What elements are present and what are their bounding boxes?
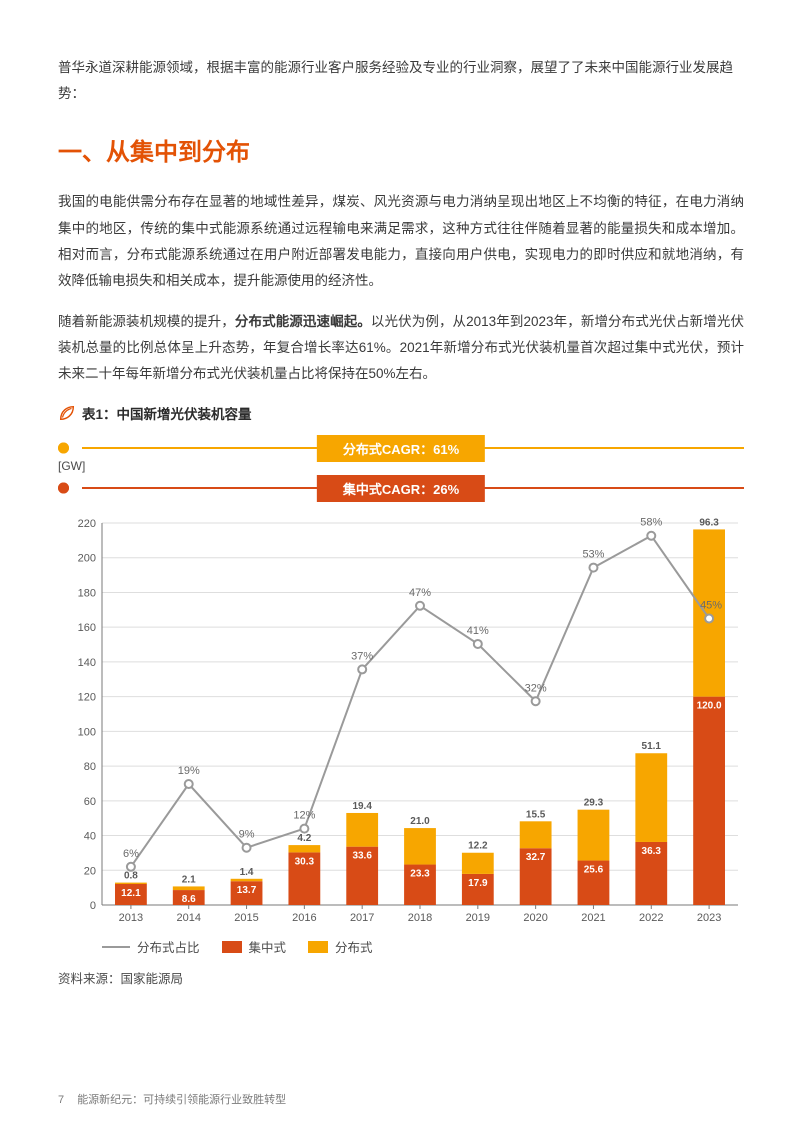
svg-text:100: 100 [78, 727, 96, 739]
legend-line-label: 分布式占比 [137, 937, 200, 956]
footer-title: 能源新纪元：可持续引领能源行业致胜转型 [77, 1094, 286, 1106]
chart-svg: 0 20 40 60 80 100 120 140 160 180 200 220 12.1 0.8 201… [58, 505, 744, 931]
page-footer: 7 能源新纪元：可持续引领能源行业致胜转型 [58, 1091, 286, 1107]
svg-text:2018: 2018 [408, 912, 432, 924]
svg-text:80: 80 [84, 762, 96, 774]
svg-text:4.2: 4.2 [297, 834, 311, 845]
svg-text:0: 0 [90, 900, 96, 912]
chart-source: 资料来源：国家能源局 [58, 968, 744, 987]
chart-container: 0 20 40 60 80 100 120 140 160 180 200 220 12.1 0.8 201… [58, 505, 744, 931]
svg-text:2015: 2015 [234, 912, 258, 924]
svg-text:45%: 45% [700, 600, 722, 612]
svg-text:8.6: 8.6 [182, 895, 196, 906]
svg-text:9%: 9% [239, 829, 255, 841]
legend-centralized-swatch [222, 941, 242, 953]
svg-text:32%: 32% [525, 683, 547, 695]
svg-text:19%: 19% [178, 766, 200, 778]
svg-text:2019: 2019 [466, 912, 490, 924]
svg-text:2023: 2023 [697, 912, 721, 924]
legend-distributed-label: 分布式 [335, 937, 373, 956]
section-heading: 一、从集中到分布 [58, 132, 744, 167]
svg-text:1.4: 1.4 [240, 867, 254, 878]
svg-text:25.6: 25.6 [584, 865, 604, 876]
svg-text:19.4: 19.4 [352, 801, 372, 812]
svg-text:47%: 47% [409, 587, 431, 599]
leaf-icon [58, 404, 76, 422]
cagr-dot-right [58, 483, 69, 494]
svg-text:2014: 2014 [176, 912, 200, 924]
svg-text:2021: 2021 [581, 912, 605, 924]
legend-centralized-label: 集中式 [249, 937, 287, 956]
svg-text:21.0: 21.0 [410, 817, 430, 828]
svg-text:33.6: 33.6 [352, 851, 372, 862]
svg-text:2016: 2016 [292, 912, 316, 924]
svg-text:0.8: 0.8 [124, 871, 138, 882]
source-value: 国家能源局 [121, 972, 184, 986]
cagr-block: 分布式CAGR：61% [GW] 集中式CAGR：26% [58, 433, 744, 503]
svg-text:60: 60 [84, 796, 96, 808]
svg-text:40: 40 [84, 831, 96, 843]
svg-text:12.2: 12.2 [468, 841, 488, 852]
svg-text:12.1: 12.1 [121, 888, 141, 899]
svg-text:53%: 53% [582, 549, 604, 561]
cagr-label-distributed: 分布式CAGR：61% [317, 435, 485, 462]
svg-text:120: 120 [78, 692, 96, 704]
svg-text:23.3: 23.3 [410, 869, 430, 880]
svg-text:37%: 37% [351, 651, 373, 663]
source-label: 资料来源： [58, 972, 121, 986]
legend-centralized: 集中式 [222, 937, 287, 956]
legend-distributed: 分布式 [308, 937, 373, 956]
svg-text:17.9: 17.9 [468, 878, 488, 889]
svg-text:41%: 41% [467, 625, 489, 637]
svg-text:29.3: 29.3 [584, 798, 604, 809]
svg-text:30.3: 30.3 [295, 857, 315, 868]
legend-distributed-swatch [308, 941, 328, 953]
svg-text:58%: 58% [640, 517, 662, 529]
cagr-label-centralized: 集中式CAGR：26% [317, 475, 485, 502]
legend-line: 分布式占比 [102, 937, 200, 956]
svg-text:140: 140 [78, 657, 96, 669]
cagr-centralized: 集中式CAGR：26% [58, 473, 744, 503]
chart-title: 表1：中国新增光伏装机容量 [82, 403, 252, 423]
svg-text:120.0: 120.0 [697, 701, 722, 712]
svg-text:96.3: 96.3 [699, 518, 719, 529]
svg-text:220: 220 [78, 518, 96, 530]
svg-text:2020: 2020 [523, 912, 547, 924]
svg-text:2.1: 2.1 [182, 875, 196, 886]
cagr-distributed: 分布式CAGR：61% [58, 433, 744, 463]
chart-title-row: 表1：中国新增光伏装机容量 [58, 403, 744, 423]
svg-text:20: 20 [84, 866, 96, 878]
svg-text:36.3: 36.3 [642, 846, 662, 857]
page-number: 7 [58, 1094, 64, 1106]
svg-text:6%: 6% [123, 848, 139, 860]
svg-text:2022: 2022 [639, 912, 663, 924]
svg-text:180: 180 [78, 588, 96, 600]
svg-text:160: 160 [78, 623, 96, 635]
svg-text:200: 200 [78, 553, 96, 565]
svg-text:12%: 12% [293, 810, 315, 822]
para2-pre: 随着新能源装机规模的提升， [58, 314, 235, 329]
svg-text:15.5: 15.5 [526, 810, 546, 821]
svg-text:32.7: 32.7 [526, 853, 546, 864]
svg-text:2013: 2013 [119, 912, 143, 924]
paragraph-1: 我国的电能供需分布存在显著的地域性差异，煤炭、风光资源与电力消纳呈现出地区上不均… [58, 189, 744, 294]
svg-text:51.1: 51.1 [642, 742, 662, 753]
legend-line-key [102, 946, 130, 948]
para2-bold: 分布式能源迅速崛起。 [235, 314, 371, 329]
svg-text:2017: 2017 [350, 912, 374, 924]
chart-legend: 分布式占比 集中式 分布式 [58, 937, 744, 956]
paragraph-2: 随着新能源装机规模的提升，分布式能源迅速崛起。以光伏为例，从2013年到2023… [58, 309, 744, 388]
svg-text:13.7: 13.7 [237, 886, 257, 897]
intro-text: 普华永道深耕能源领域，根据丰富的能源行业客户服务经验及专业的行业洞察，展望了了未… [58, 55, 744, 106]
cagr-dot-right [58, 443, 69, 454]
